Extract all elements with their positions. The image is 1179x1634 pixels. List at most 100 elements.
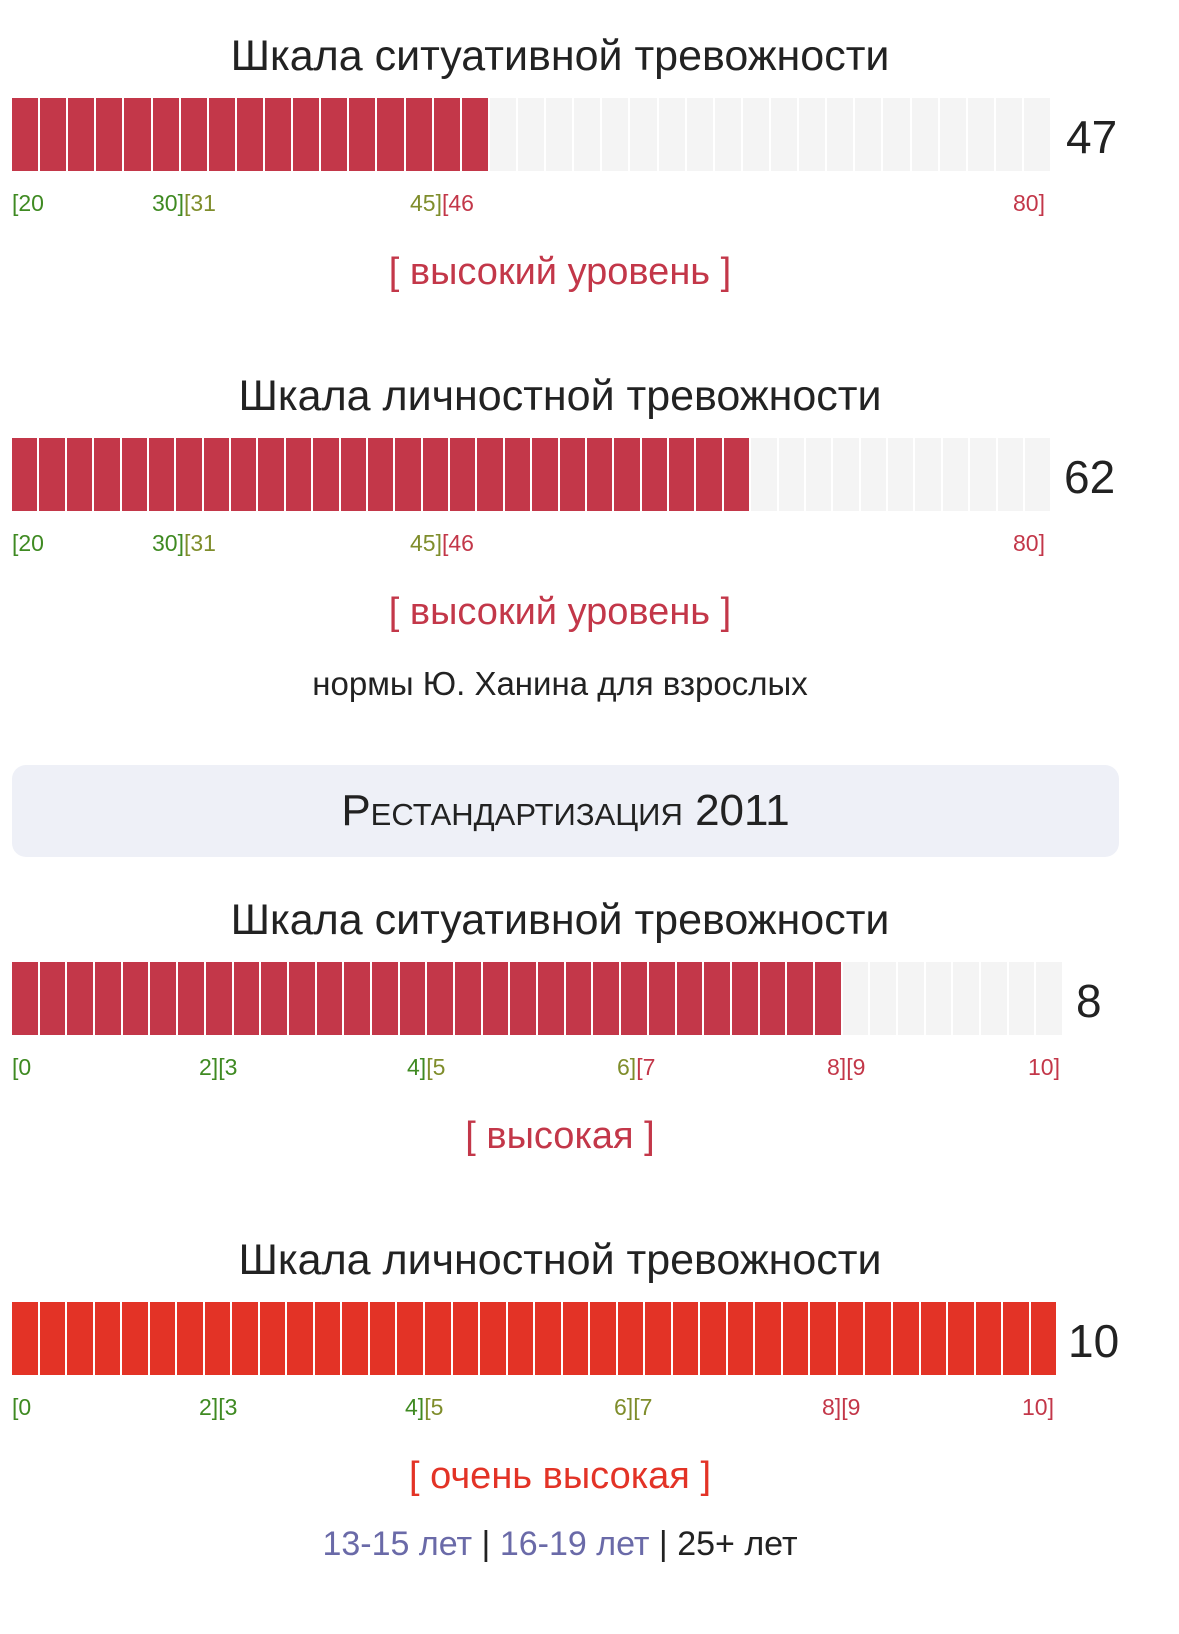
bar-segment-filled	[455, 962, 483, 1035]
tick-label: [20	[12, 190, 44, 216]
bar-segment-empty	[855, 98, 884, 171]
bar-segment-empty	[1023, 98, 1051, 171]
bar-segment-empty	[770, 98, 800, 171]
separator: |	[481, 1525, 491, 1563]
tick-label: [0	[12, 1394, 32, 1420]
bar-segment-filled	[395, 438, 423, 511]
bar-segment-filled	[203, 438, 231, 511]
bar-segment-empty	[970, 438, 998, 511]
bar-segment-filled	[66, 438, 95, 511]
bar-segment-filled	[731, 962, 760, 1035]
tick-label: 4][5	[407, 1054, 446, 1080]
bar-segment-filled	[723, 438, 752, 511]
bar-segment-filled	[865, 1302, 893, 1375]
scale-value: 62	[1064, 451, 1116, 503]
bar-segment-filled	[814, 962, 843, 1035]
bar-segment-filled	[94, 1302, 123, 1375]
tick-label: 8][9	[822, 1394, 861, 1420]
bar-segment-filled	[204, 1302, 233, 1375]
tick-label: 10]	[1028, 1054, 1060, 1080]
bar-segment-filled	[39, 438, 67, 511]
bar-segment-empty	[939, 98, 968, 171]
bar-segment-empty	[997, 438, 1025, 511]
age-group-16-19-link[interactable]: 16-19 лет	[499, 1525, 650, 1563]
scale-title-personal: Шкала личностной тревожности	[238, 1236, 882, 1284]
bar-segment-filled	[532, 438, 560, 511]
bar-segment-filled	[1003, 1302, 1031, 1375]
bar-segment-empty	[1036, 962, 1063, 1035]
bar-segment-filled	[178, 962, 206, 1035]
tick-label: 10]	[1022, 1394, 1054, 1420]
bar-segment-empty	[925, 962, 954, 1035]
bar-segment-empty	[1024, 438, 1051, 511]
bar-segment-filled	[535, 1302, 563, 1375]
bar-segment-filled	[920, 1302, 949, 1375]
bar-segment-filled	[1030, 1302, 1057, 1375]
bar-segment-filled	[95, 962, 123, 1035]
bar-segment-filled	[232, 1302, 260, 1375]
bar-segment-filled	[68, 98, 97, 171]
bar-segment-filled	[349, 98, 378, 171]
scale-bar	[12, 98, 1051, 171]
bar-segment-filled	[340, 438, 368, 511]
bar-segment-filled	[176, 438, 204, 511]
bar-segment-filled	[122, 1302, 150, 1375]
bar-segment-empty	[953, 962, 982, 1035]
bar-segment-filled	[264, 98, 294, 171]
scale-bar	[12, 1302, 1057, 1375]
scale-value: 10	[1068, 1315, 1120, 1367]
norms-note: нормы Ю. Ханина для взрослых	[312, 665, 808, 702]
tick-label: 6][7	[614, 1394, 653, 1420]
bar-segment-filled	[510, 962, 539, 1035]
bar-segment-filled	[427, 962, 455, 1035]
bar-segment-empty	[981, 962, 1009, 1035]
scale-bar	[12, 438, 1051, 511]
age-group-13-15-link[interactable]: 13-15 лет	[322, 1525, 473, 1563]
bar-segment-empty	[842, 962, 871, 1035]
bar-segment-filled	[180, 98, 209, 171]
bar-segment-filled	[122, 962, 151, 1035]
bar-segment-filled	[39, 1302, 68, 1375]
tick-label: 2][3	[199, 1394, 238, 1420]
bar-segment-empty	[517, 98, 547, 171]
tick-label: 6][7	[617, 1054, 656, 1080]
bar-segment-filled	[621, 962, 649, 1035]
bar-segment-filled	[342, 1302, 370, 1375]
bar-segment-empty	[870, 962, 898, 1035]
tick-label: 8][9	[827, 1054, 866, 1080]
verdict-label: [ высокая ]	[465, 1115, 655, 1157]
bar-segment-filled	[208, 98, 237, 171]
tick-label: 80]	[1013, 530, 1045, 556]
bar-segment-empty	[883, 98, 912, 171]
bar-segment-filled	[288, 962, 317, 1035]
verdict-label: [ высокий уровень ]	[388, 591, 732, 633]
bar-segment-empty	[630, 98, 659, 171]
bar-segment-filled	[586, 438, 615, 511]
bar-segment-filled	[285, 438, 314, 511]
bar-segment-empty	[799, 98, 828, 171]
tick-label: 4][5	[405, 1394, 444, 1420]
bar-segment-filled	[452, 1302, 481, 1375]
bar-segment-empty	[602, 98, 631, 171]
bar-segment-empty	[686, 98, 715, 171]
bar-segment-filled	[149, 1302, 178, 1375]
tick-label: 45][46	[410, 190, 474, 216]
bar-segment-filled	[236, 98, 265, 171]
bar-segment-filled	[316, 962, 345, 1035]
bar-segment-filled	[433, 98, 462, 171]
bar-segment-filled	[121, 438, 149, 511]
bar-segment-filled	[559, 438, 587, 511]
bar-segment-filled	[148, 438, 177, 511]
bar-segment-filled	[344, 962, 372, 1035]
bar-segment-filled	[672, 1302, 701, 1375]
section-title: Рестандартизация 2011	[341, 786, 790, 835]
bar-segment-filled	[67, 1302, 95, 1375]
bar-segment-empty	[778, 438, 806, 511]
tick-label: 30][31	[152, 190, 216, 216]
bar-segment-filled	[593, 962, 622, 1035]
age-group-25-plus-current: 25+ лет	[677, 1525, 798, 1563]
bar-segment-empty	[833, 438, 861, 511]
bar-segment-empty	[751, 438, 779, 511]
bar-segment-filled	[755, 1302, 783, 1375]
bar-segment-filled	[233, 962, 262, 1035]
